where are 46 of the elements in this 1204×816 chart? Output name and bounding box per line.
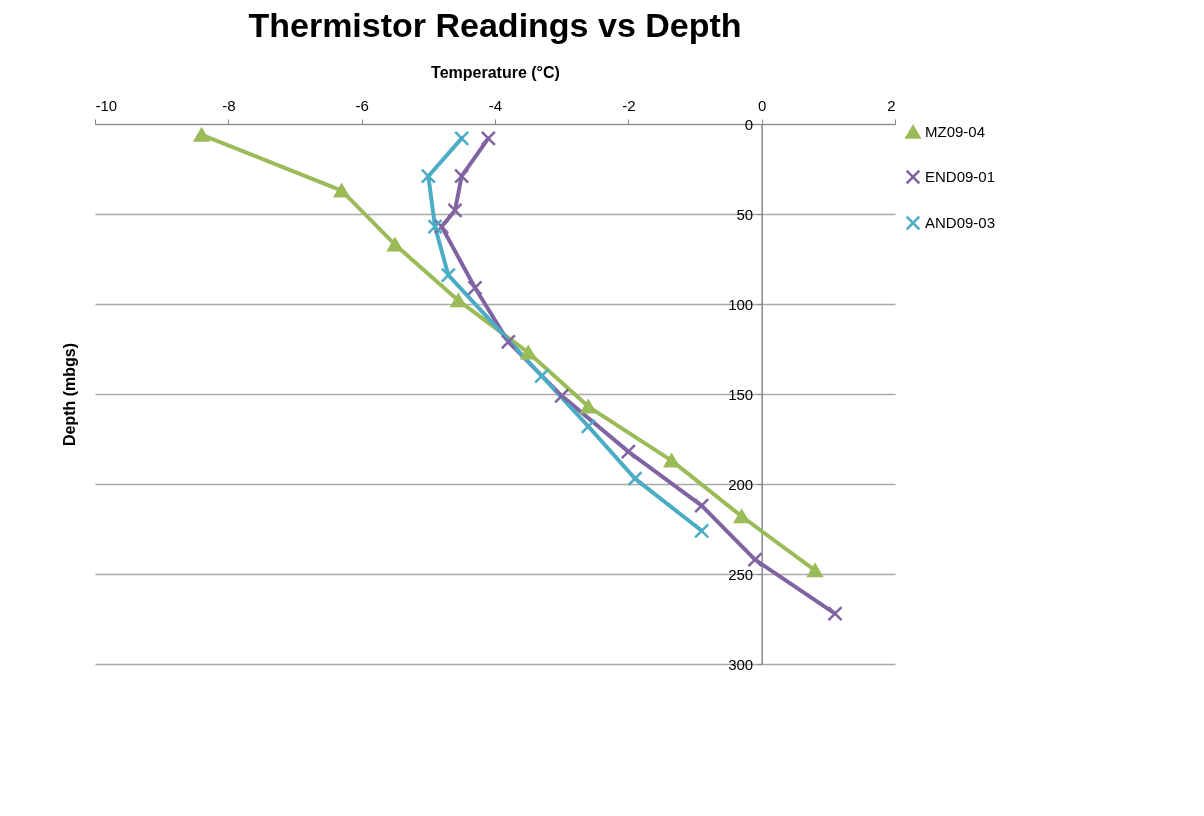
point [193, 127, 210, 142]
legend-label: MZ09-04 [925, 123, 986, 140]
point [620, 443, 637, 460]
chart-title: Thermistor Readings vs Depth [248, 6, 742, 44]
point [693, 523, 710, 539]
point [453, 130, 470, 147]
point [333, 183, 350, 198]
point [663, 453, 680, 468]
x-tick-label: 0 [757, 96, 767, 114]
y-tick-label: 200 [728, 475, 754, 493]
y-tick-label: 100 [728, 295, 754, 313]
x-tick-label: -2 [622, 96, 636, 114]
point [467, 280, 483, 296]
point [420, 168, 437, 184]
y-tick-label: 50 [736, 205, 754, 223]
x-tick-label: -8 [222, 96, 236, 114]
y-tick-label: 150 [728, 385, 754, 403]
point [480, 130, 497, 147]
point [733, 509, 750, 524]
point [520, 345, 537, 360]
x-tick-label: 2 [887, 96, 896, 114]
legend-label: END09-01 [925, 168, 996, 185]
point [427, 218, 443, 235]
point [450, 293, 467, 308]
y-tick-label: 300 [728, 655, 754, 673]
point [533, 368, 550, 384]
point [447, 202, 463, 219]
y-tick-label: 0 [744, 115, 754, 133]
y-tick-label: 250 [728, 565, 754, 583]
y-axis-title: Depth (mbgs) [60, 342, 78, 447]
point [580, 399, 597, 414]
point [453, 168, 470, 184]
x-tick-label: -6 [355, 96, 369, 114]
point [580, 418, 597, 435]
x-axis-title: Temperature (°C) [431, 63, 560, 81]
x-tick-label: -4 [488, 96, 503, 114]
point [440, 267, 457, 283]
x-tick-label: -10 [95, 96, 118, 114]
point [500, 334, 517, 350]
point [747, 551, 763, 568]
point [627, 470, 643, 487]
point [827, 605, 843, 622]
legend-label: AND09-03 [925, 214, 996, 231]
point [553, 388, 570, 404]
point [387, 237, 403, 252]
point [807, 563, 823, 578]
